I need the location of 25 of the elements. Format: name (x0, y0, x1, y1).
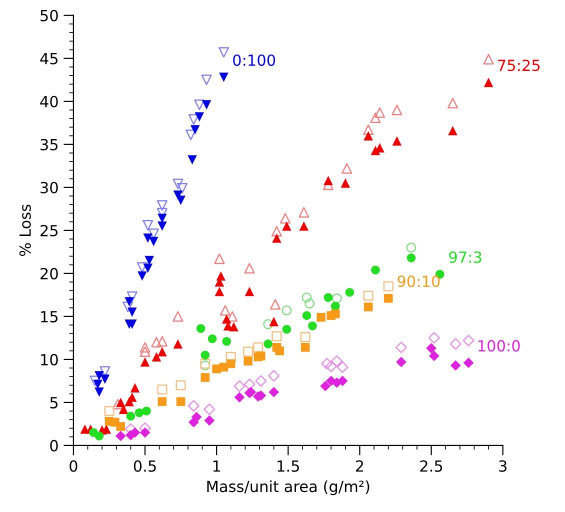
x-tick-label: 1 (213, 460, 220, 472)
y-tick-label: 30 (40, 182, 58, 194)
x-tick-label: 1.5 (278, 460, 299, 472)
x-tick-label: 3 (499, 460, 506, 472)
x-tick-label: 0 (70, 460, 78, 472)
x-axis-title: Mass/unit area (g/m²) (207, 480, 370, 496)
y-tick-label: 35 (40, 138, 58, 150)
y-tick-label: 0 (50, 440, 58, 452)
y-tick-label: 10 (41, 354, 58, 366)
series-label: 97:3 (449, 251, 482, 263)
series-label: 75:25 (498, 60, 540, 72)
y-tick-label: 15 (41, 311, 58, 322)
y-tick-label: 45 (40, 53, 58, 64)
y-tick-label: 5 (50, 397, 58, 408)
x-tick-label: 2 (356, 460, 364, 472)
y-tick-label: 40 (40, 96, 58, 108)
series-label: 90:10 (398, 276, 440, 288)
x-tick-label: 0.5 (134, 460, 156, 472)
series-label: 100:0 (478, 340, 520, 352)
y-tick-label: 25 (40, 224, 58, 236)
series-label: 0:100 (233, 54, 276, 66)
y-axis-title: % Loss (19, 204, 31, 256)
y-tick-label: 50 (40, 10, 58, 22)
x-tick-label: 2.5 (420, 460, 442, 472)
y-tick-label: 20 (40, 268, 58, 280)
